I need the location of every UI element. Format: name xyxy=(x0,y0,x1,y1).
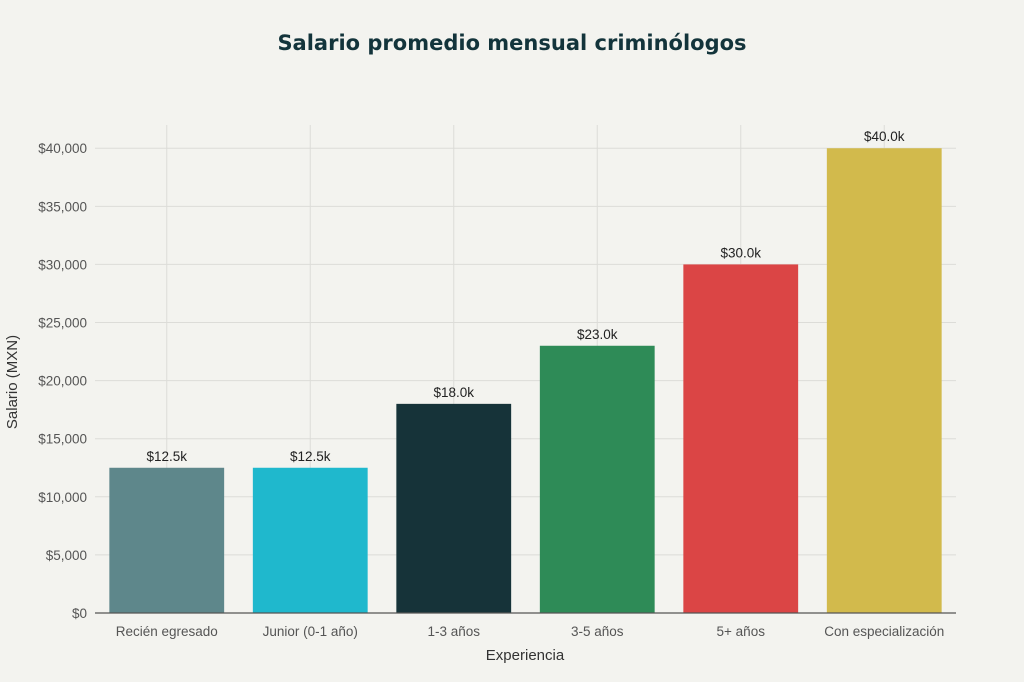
bar xyxy=(396,403,512,613)
bar xyxy=(826,148,942,613)
data-labels: $12.5k $12.5k $18.0k $23.0k $30.0k $40.0k xyxy=(146,129,904,464)
y-tick-label: $5,000 xyxy=(46,548,87,563)
y-tick-label: $35,000 xyxy=(38,199,87,214)
y-axis: $0 $5,000 $10,000 $15,000 $20,000 $25,000 $30,… xyxy=(38,141,87,621)
bar xyxy=(252,467,368,613)
y-tick-label: $15,000 xyxy=(38,432,87,447)
y-tick-label: $0 xyxy=(72,606,87,621)
bar-value-label: $30.0k xyxy=(720,245,761,260)
x-axis-label: Experiencia xyxy=(486,647,565,664)
y-tick-label: $25,000 xyxy=(38,316,87,331)
chart-title: Salario promedio mensual criminólogos xyxy=(277,31,746,55)
x-tick-label: 5+ años xyxy=(717,624,766,639)
y-tick-label: $40,000 xyxy=(38,141,87,156)
bars xyxy=(109,148,942,613)
x-tick-label: Recién egresado xyxy=(116,624,218,639)
y-tick-label: $20,000 xyxy=(38,374,87,389)
bar-value-label: $23.0k xyxy=(577,327,618,342)
bar xyxy=(109,467,225,613)
bar xyxy=(539,345,655,613)
bar xyxy=(683,264,799,613)
y-tick-label: $30,000 xyxy=(38,257,87,272)
x-tick-label: Junior (0-1 año) xyxy=(263,624,358,639)
bar-value-label: $18.0k xyxy=(433,385,474,400)
x-tick-label: 1-3 años xyxy=(427,624,480,639)
x-axis: Recién egresado Junior (0-1 año) 1-3 años 3… xyxy=(95,612,956,639)
bar-value-label: $12.5k xyxy=(290,449,331,464)
y-tick-label: $10,000 xyxy=(38,490,87,505)
bar-value-label: $40.0k xyxy=(864,129,905,144)
bar-value-label: $12.5k xyxy=(146,449,187,464)
y-axis-label: Salario (MXN) xyxy=(4,335,21,429)
x-tick-label: Con especialización xyxy=(824,624,944,639)
x-tick-label: 3-5 años xyxy=(571,624,624,639)
